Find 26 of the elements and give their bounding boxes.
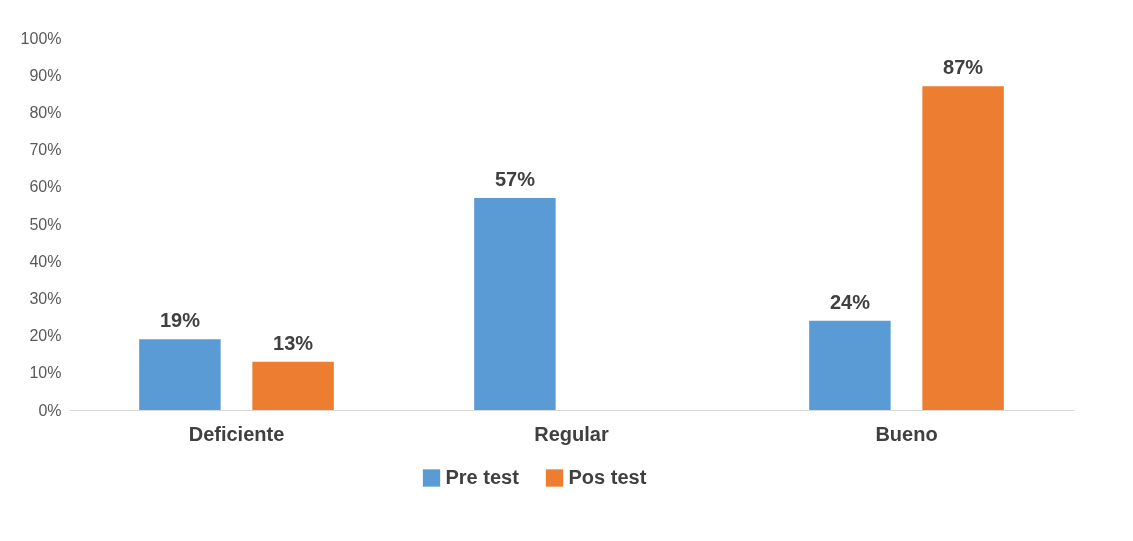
y-tick-label: 80% [29,103,62,121]
data-label: 13% [273,331,314,354]
y-tick-label: 30% [29,289,62,307]
x-tick-label: Bueno [875,422,938,445]
y-tick-label: 10% [29,364,62,382]
bar [139,339,221,410]
x-tick-label: Deficiente [188,422,285,445]
bar [922,86,1004,410]
x-tick-label: Regular [534,422,609,445]
data-label: 19% [159,309,201,332]
y-tick-label: 50% [29,215,62,233]
y-tick-label: 60% [29,178,62,196]
legend-label: Pos test [568,466,647,488]
y-tick-label: 90% [29,66,62,84]
y-tick-label: 100% [20,29,62,47]
y-tick-label: 40% [29,252,62,270]
y-tick-label: 0% [38,401,62,419]
data-label: 87% [943,56,984,79]
data-label: 57% [494,167,536,190]
legend-label: Pre test [445,466,520,488]
bar [474,197,556,410]
y-tick-label: 20% [29,327,62,345]
bar [252,361,334,410]
bar [809,320,891,410]
y-tick-label: 70% [29,141,62,159]
data-label: 24% [829,290,871,313]
